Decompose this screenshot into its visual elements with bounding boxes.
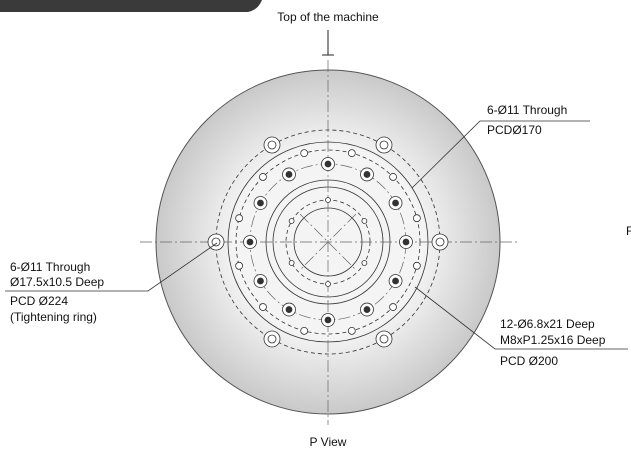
bore-hole (326, 198, 331, 203)
edge-label: F (626, 224, 631, 238)
bolt-hole-inner (393, 278, 399, 284)
view-label: P View (310, 435, 347, 449)
tapped-hole (301, 327, 308, 334)
bolt-hole-inner (364, 307, 370, 313)
tapped-hole (348, 327, 355, 334)
bore-hole (362, 261, 367, 266)
technical-drawing: Top of the machine 6-Ø11 Through PCDØ170… (0, 0, 631, 452)
tapped-hole (390, 304, 397, 311)
tapped-hole (259, 173, 266, 180)
callout-text: PCD Ø200 (500, 354, 558, 368)
bore-hole (289, 261, 294, 266)
bolt-hole-inner (403, 239, 409, 245)
callout-text: 12-Ø6.8x21 Deep (500, 317, 595, 331)
bore-hole (326, 282, 331, 287)
bolt-hole-inner (257, 278, 263, 284)
bolt-hole-inner (325, 161, 331, 167)
bolt-hole-inner (364, 171, 370, 177)
counterbore (264, 137, 280, 153)
bolt-hole-inner (286, 171, 292, 177)
counterbore (264, 331, 280, 347)
tapped-hole (236, 262, 243, 269)
tapped-hole (259, 304, 266, 311)
bolt-hole-inner (247, 239, 253, 245)
counterbore (376, 331, 392, 347)
callout-text: PCDØ170 (487, 123, 542, 137)
callout-text: 6-Ø11 Through (10, 260, 90, 274)
bore-hole (289, 219, 294, 224)
counterbore (376, 137, 392, 153)
tapped-hole (348, 150, 355, 157)
tapped-hole (301, 150, 308, 157)
callout-text: (Tightening ring) (10, 310, 97, 324)
bolt-hole-inner (325, 317, 331, 323)
callout-text: PCD Ø224 (10, 294, 68, 308)
tapped-hole (390, 173, 397, 180)
bolt-hole-inner (257, 200, 263, 206)
tapped-hole (413, 262, 420, 269)
bolt-hole-inner (393, 200, 399, 206)
top-label: Top of the machine (277, 10, 379, 24)
flange-view (140, 60, 520, 425)
callout-text: 6-Ø11 Through (487, 103, 567, 117)
bolt-hole-inner (286, 307, 292, 313)
header-tab (0, 0, 262, 12)
callout-text: M8xP1.25x16 Deep (500, 333, 606, 347)
tapped-hole (236, 215, 243, 222)
callout-text: Ø17.5x10.5 Deep (10, 275, 104, 289)
bore-hole (362, 219, 367, 224)
tapped-hole (413, 215, 420, 222)
counterbore (432, 234, 448, 250)
